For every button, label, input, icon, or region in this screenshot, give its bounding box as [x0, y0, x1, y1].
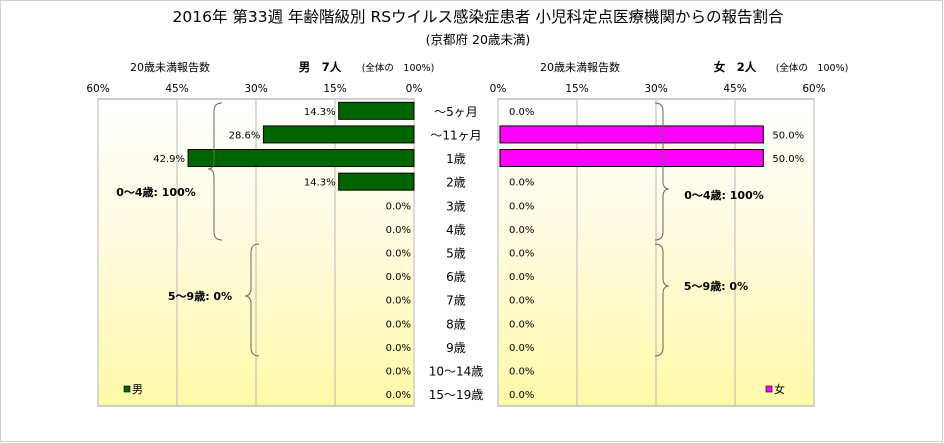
- female-bar: [499, 125, 764, 144]
- male-value-label: 42.9%: [153, 154, 185, 165]
- female-value-label: 50.0%: [772, 154, 804, 165]
- female-annotation-5-9: 5～9歳: 0%: [684, 279, 748, 293]
- male-bracket-0-4: [207, 102, 223, 241]
- male-tick-label: 0%: [406, 83, 423, 95]
- category-label: 3歳: [446, 199, 466, 213]
- male-value-label: 0.0%: [386, 343, 411, 354]
- chart-subtitle: (京都府 20歳未満): [426, 32, 531, 47]
- category-label: 2歳: [446, 176, 466, 190]
- female-value-label: 0.0%: [509, 390, 534, 401]
- female-header-count-label: 20歳未満報告数: [540, 61, 620, 74]
- male-bar: [338, 101, 415, 120]
- male-value-label: 0.0%: [386, 225, 411, 236]
- category-label: ～5ヶ月: [434, 105, 478, 119]
- female-value-label: 0.0%: [509, 296, 534, 307]
- category-label: ～11ヶ月: [430, 128, 481, 142]
- female-bracket-5-9: [654, 243, 670, 357]
- male-value-label: 0.0%: [386, 319, 411, 330]
- male-value-label: 14.3%: [304, 107, 336, 118]
- male-value-label: 0.0%: [386, 390, 411, 401]
- male-header-count-label: 20歳未満報告数: [130, 61, 210, 74]
- male-value-label: 0.0%: [386, 272, 411, 283]
- male-tick-label: 15%: [323, 83, 346, 95]
- female-value-label: 0.0%: [509, 319, 534, 330]
- male-header-total: (全体の 100%): [362, 62, 435, 74]
- male-tick-label: 60%: [86, 83, 109, 95]
- female-value-label: 0.0%: [509, 201, 534, 212]
- male-bracket-5-9: [244, 243, 260, 357]
- female-value-label: 50.0%: [772, 130, 804, 141]
- female-bar: [499, 149, 764, 168]
- male-tick-label: 45%: [165, 83, 188, 95]
- female-tick-label: 45%: [723, 83, 746, 95]
- female-tick-label: 30%: [644, 83, 667, 95]
- female-tick-label: 15%: [565, 83, 588, 95]
- female-legend-label: 女: [774, 382, 785, 396]
- chart-title: 2016年 第33週 年齢階級別 RSウイルス感染症患者 小児科定点医療機関から…: [173, 8, 784, 26]
- male-value-label: 0.0%: [386, 296, 411, 307]
- male-legend-swatch: [123, 385, 131, 393]
- male-value-label: 14.3%: [304, 178, 336, 189]
- category-label: 1歳: [446, 152, 466, 166]
- female-value-label: 0.0%: [509, 107, 534, 118]
- female-legend-swatch: [765, 385, 773, 393]
- male-value-label: 0.0%: [386, 367, 411, 378]
- category-label: 4歳: [446, 223, 466, 237]
- female-tick-label: 0%: [490, 83, 507, 95]
- female-value-label: 0.0%: [509, 225, 534, 236]
- male-annotation-0-4: 0～4歳: 100%: [116, 185, 196, 199]
- female-bracket-0-4: [654, 102, 670, 241]
- male-legend-label: 男: [132, 383, 143, 396]
- male-annotation-5-9: 5～9歳: 0%: [168, 289, 232, 303]
- male-tick-label: 30%: [244, 83, 267, 95]
- female-value-label: 0.0%: [509, 249, 534, 260]
- female-header-name: 女 2人: [714, 60, 757, 74]
- male-bar: [187, 149, 415, 168]
- male-value-label: 28.6%: [229, 130, 261, 141]
- female-value-label: 0.0%: [509, 343, 534, 354]
- category-label: 10～14歳: [429, 365, 484, 379]
- male-header-name: 男 7人: [299, 60, 342, 74]
- category-label: 15～19歳: [429, 388, 484, 402]
- female-annotation-0-4: 0～4歳: 100%: [684, 188, 764, 202]
- category-label: 6歳: [446, 270, 466, 284]
- female-value-label: 0.0%: [509, 367, 534, 378]
- male-bar: [262, 125, 415, 144]
- category-label: 9歳: [446, 341, 466, 355]
- female-tick-label: 60%: [802, 83, 825, 95]
- male-value-label: 0.0%: [386, 249, 411, 260]
- female-header-total: (全体の 100%): [776, 62, 849, 74]
- category-label: 7歳: [446, 294, 466, 308]
- female-value-label: 0.0%: [509, 178, 534, 189]
- male-bar: [338, 172, 415, 191]
- male-value-label: 0.0%: [386, 201, 411, 212]
- category-label: 5歳: [446, 247, 466, 261]
- female-value-label: 0.0%: [509, 272, 534, 283]
- category-label: 8歳: [446, 317, 466, 331]
